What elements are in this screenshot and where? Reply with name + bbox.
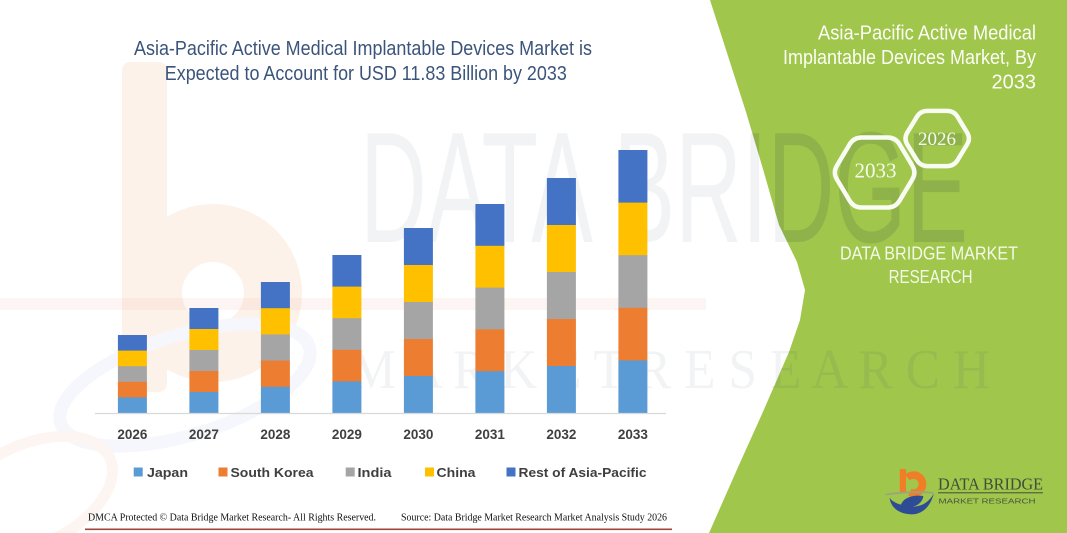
- svg-text:2030: 2030: [403, 427, 433, 442]
- svg-text:2033: 2033: [992, 72, 1037, 94]
- svg-text:Asia-Pacific Active Medical Im: Asia-Pacific Active Medical Implantable …: [134, 38, 592, 60]
- svg-text:2029: 2029: [332, 427, 362, 442]
- svg-text:DATA BRIDGE MARKET: DATA BRIDGE MARKET: [840, 243, 1018, 264]
- svg-text:Implantable Devices Market, By: Implantable Devices Market, By: [783, 47, 1036, 69]
- svg-text:Japan: Japan: [147, 466, 188, 480]
- svg-text:M A R K E T R E S E A R C H: M A R K E T R E S E A R C H: [350, 339, 990, 401]
- svg-text:Expected to Account for USD 11: Expected to Account for USD 11.83 Billio…: [165, 63, 567, 85]
- svg-text:DMCA Protected © Data Bridge M: DMCA Protected © Data Bridge Market Rese…: [88, 513, 376, 524]
- svg-text:DATA BRIDGE: DATA BRIDGE: [938, 475, 1043, 494]
- svg-text:2033: 2033: [618, 427, 649, 442]
- svg-text:Rest of Asia-Pacific: Rest of Asia-Pacific: [519, 466, 647, 480]
- svg-text:India: India: [358, 466, 393, 480]
- svg-text:Source: Data Bridge Market Res: Source: Data Bridge Market Research Mark…: [401, 513, 667, 524]
- svg-text:RESEARCH: RESEARCH: [889, 266, 973, 287]
- svg-text:2027: 2027: [189, 427, 219, 442]
- svg-text:South Korea: South Korea: [231, 466, 315, 480]
- svg-text:Asia-Pacific Active Medical: Asia-Pacific Active Medical: [818, 23, 1036, 45]
- svg-text:2026: 2026: [918, 129, 956, 150]
- svg-text:2032: 2032: [546, 427, 576, 442]
- svg-text:2033: 2033: [855, 159, 897, 183]
- svg-text:DATA BRIDGE: DATA BRIDGE: [360, 100, 968, 276]
- svg-text:China: China: [437, 466, 477, 480]
- svg-text:MARKET RESEARCH: MARKET RESEARCH: [939, 499, 1036, 506]
- svg-text:2028: 2028: [260, 427, 291, 442]
- svg-text:2026: 2026: [117, 427, 148, 442]
- svg-text:2031: 2031: [475, 427, 506, 442]
